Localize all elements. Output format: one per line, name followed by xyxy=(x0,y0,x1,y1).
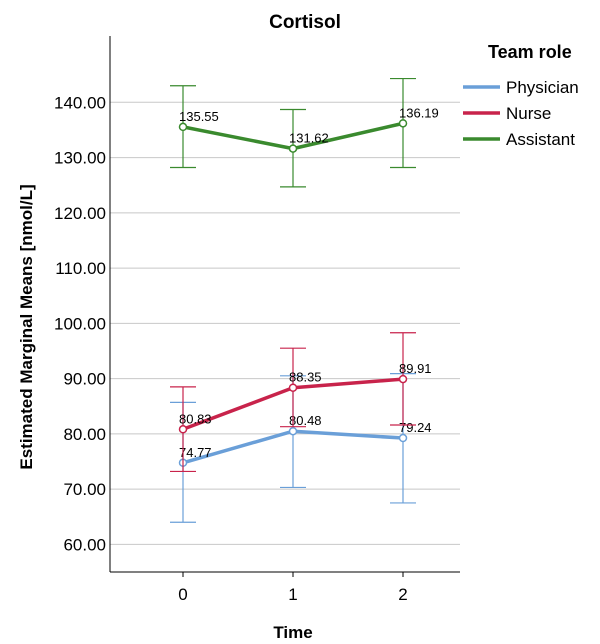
legend-label-assistant: Assistant xyxy=(506,130,575,149)
y-tick-label: 120.00 xyxy=(54,204,106,223)
series-assistant: 135.55 131.62 136.19 xyxy=(170,77,439,188)
y-tick-label: 110.00 xyxy=(55,259,106,278)
legend-label-physician: Physician xyxy=(506,78,579,97)
data-point-nurse xyxy=(398,374,408,384)
data-label-physician: 74.77 xyxy=(179,445,212,460)
gridlines xyxy=(110,101,460,545)
y-tick-label: 80.00 xyxy=(63,425,106,444)
y-tick-label: 130.00 xyxy=(54,149,106,168)
x-axis-title: Time xyxy=(273,623,312,642)
data-point-assistant xyxy=(398,119,408,128)
y-tick-label: 100.00 xyxy=(54,314,106,333)
data-label-assistant: 136.19 xyxy=(399,105,439,120)
data-point-physician xyxy=(398,433,408,443)
x-tick-labels: 0 1 2 xyxy=(178,585,407,604)
series-group: 74.77 80.48 79.24 80.83 88.35 89.91 135.55 131.… xyxy=(170,77,439,523)
legend: Team role Physician Nurse Assistant xyxy=(463,42,579,149)
data-point-nurse xyxy=(178,425,188,434)
chart-title: Cortisol xyxy=(269,12,341,33)
data-label-assistant: 135.55 xyxy=(179,109,219,124)
y-axis-title: Estimated Marginal Means [nmol/L] xyxy=(17,184,36,469)
data-point-assistant xyxy=(178,122,188,132)
y-tick-label: 140.00 xyxy=(54,93,106,112)
y-tick-label: 60.00 xyxy=(63,535,106,554)
x-tick-label: 2 xyxy=(398,585,407,604)
axes xyxy=(109,36,460,577)
data-label-physician: 79.24 xyxy=(399,420,432,435)
x-tick-label: 1 xyxy=(288,585,297,604)
data-label-physician: 80.48 xyxy=(289,413,322,428)
data-label-nurse: 80.83 xyxy=(179,411,212,426)
y-tick-labels: 60.00 70.00 80.00 90.00 100.00 110.00 120.00 13… xyxy=(54,93,106,554)
data-point-physician xyxy=(288,426,298,436)
data-label-nurse: 89.91 xyxy=(399,361,432,376)
x-tick-label: 0 xyxy=(178,585,187,604)
series-nurse: 80.83 88.35 89.91 xyxy=(170,332,432,473)
data-point-assistant xyxy=(288,144,298,153)
data-label-nurse: 88.35 xyxy=(289,370,322,385)
data-point-nurse xyxy=(288,383,298,392)
data-label-assistant: 131.62 xyxy=(289,131,329,146)
legend-title: Team role xyxy=(488,42,572,62)
series-physician: 74.77 80.48 79.24 xyxy=(170,373,432,523)
y-tick-label: 70.00 xyxy=(63,480,106,499)
legend-label-nurse: Nurse xyxy=(506,104,551,123)
y-tick-label: 90.00 xyxy=(63,370,106,389)
